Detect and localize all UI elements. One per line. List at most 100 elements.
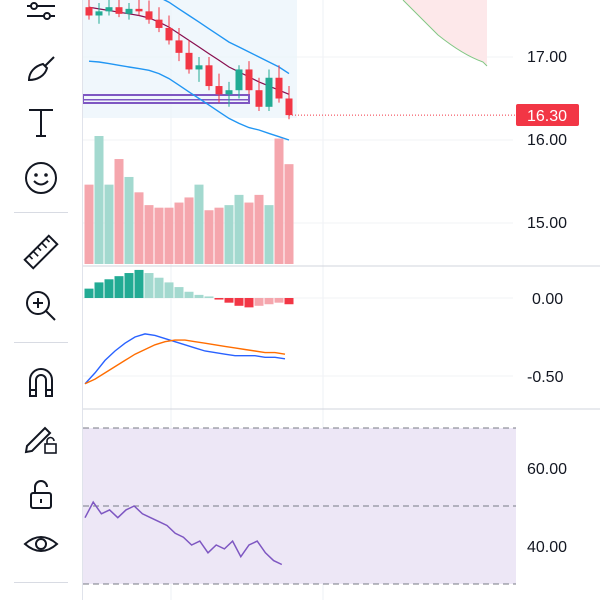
- volume-bar: [184, 197, 194, 264]
- lock-tool[interactable]: [0, 472, 82, 516]
- magnet-icon: [29, 368, 53, 397]
- toolbar-divider: [14, 582, 68, 583]
- macd-histogram-bar: [274, 298, 284, 303]
- forecast-area: [403, 0, 487, 66]
- macd-histogram-bar: [134, 269, 144, 298]
- volume-bar: [124, 176, 134, 264]
- visibility-tool[interactable]: [0, 522, 82, 566]
- macd-histogram-bar: [214, 298, 224, 300]
- lock-drawings-icon: [24, 426, 57, 454]
- volume-bar: [204, 210, 214, 264]
- macd-histogram-bar: [164, 282, 174, 298]
- drawing-toolbar: [0, 0, 83, 600]
- volume-bar: [164, 207, 174, 264]
- candle: [205, 65, 213, 87]
- candle: [265, 77, 273, 107]
- macd-label-minus: -0.50: [527, 369, 564, 386]
- macd-histogram-bar: [234, 298, 244, 306]
- ruler-tool[interactable]: [0, 230, 82, 274]
- macd-histogram-bar: [254, 298, 264, 306]
- magnet-tool[interactable]: [0, 360, 82, 404]
- macd-histogram-bar: [244, 298, 254, 308]
- candle: [165, 27, 173, 41]
- volume-bar: [264, 205, 274, 264]
- text-tool-icon: [29, 109, 53, 137]
- macd-histogram-bar: [104, 279, 114, 298]
- rsi-label-60: 60.00: [527, 461, 567, 478]
- volume-bar: [244, 202, 254, 264]
- brush-icon: [27, 56, 55, 82]
- volume-bar: [154, 207, 164, 264]
- volume-bar: [114, 159, 124, 264]
- macd-histogram-bar: [194, 294, 204, 298]
- toolbar-divider: [14, 212, 68, 213]
- volume-bar: [214, 207, 224, 264]
- volume-bar: [134, 192, 144, 264]
- candle: [125, 8, 133, 14]
- candle: [235, 69, 243, 91]
- macd-panel: [84, 269, 294, 385]
- volume-bar: [94, 136, 104, 264]
- bollinger-lower-line: [88, 60, 290, 141]
- macd-histogram-bar: [154, 277, 164, 298]
- price-label-16: 16.00: [527, 132, 567, 149]
- volume-bar: [84, 184, 94, 264]
- rsi-panel: [83, 427, 516, 585]
- candle: [135, 8, 143, 12]
- volume-bar: [174, 202, 184, 264]
- bollinger-upper-line: [163, 0, 290, 75]
- current-price-label: 16.30: [527, 108, 567, 125]
- macd-histogram-bar: [284, 298, 294, 305]
- candle: [195, 65, 203, 70]
- macd-histogram-bar: [174, 287, 184, 298]
- macd-line: [84, 333, 286, 385]
- candle: [255, 90, 263, 107]
- rsi-line: [84, 500, 283, 566]
- volume-bar: [224, 205, 234, 264]
- candle: [285, 98, 293, 116]
- macd-histogram-bar: [84, 288, 94, 298]
- candle: [85, 7, 93, 16]
- macd-histogram-bar: [114, 276, 124, 298]
- lock-drawings-tool[interactable]: [0, 416, 82, 460]
- eye-icon: [23, 536, 59, 552]
- macd-histogram-bar: [184, 291, 194, 298]
- volume-bar: [144, 205, 154, 264]
- volume-bar: [194, 184, 204, 264]
- macd-histogram-bar: [264, 298, 274, 305]
- volume-bar: [254, 194, 264, 264]
- volume-bar: [274, 138, 284, 264]
- macd-label-zero: 0.00: [532, 291, 563, 308]
- zoom-in-tool[interactable]: [0, 284, 82, 328]
- candle: [215, 86, 223, 95]
- macd-histogram-bar: [124, 273, 134, 298]
- candle: [225, 90, 233, 95]
- indicators-tool[interactable]: [0, 0, 82, 34]
- zoom-in-icon: [26, 291, 56, 321]
- text-tool[interactable]: [0, 100, 82, 144]
- price-label-15: 15.00: [527, 215, 567, 232]
- volume-bar: [104, 184, 114, 264]
- indicators-icon: [27, 2, 55, 20]
- volume-panel: [84, 136, 294, 264]
- candle: [95, 11, 103, 16]
- support-zone-line: [83, 99, 249, 101]
- chart-area[interactable]: 17.00 16.00 15.00 16.30 0.00 -0.50 60.00…: [83, 0, 600, 600]
- candle: [245, 69, 253, 91]
- ruler-icon: [23, 234, 59, 270]
- emoji-tool[interactable]: [0, 156, 82, 200]
- brush-tool[interactable]: [0, 46, 82, 90]
- macd-histogram-bar: [144, 273, 154, 298]
- price-label-17: 17.00: [527, 49, 567, 66]
- candle: [105, 7, 113, 12]
- forecast-line: [402, 0, 488, 67]
- candle: [145, 11, 153, 20]
- macd-histogram-bar: [94, 282, 104, 298]
- rsi-label-40: 40.00: [527, 539, 567, 556]
- candle: [185, 52, 193, 70]
- candle: [175, 40, 183, 53]
- candle: [115, 7, 123, 14]
- lock-icon: [30, 480, 52, 509]
- signal-line: [84, 339, 286, 385]
- volume-bar: [234, 194, 244, 264]
